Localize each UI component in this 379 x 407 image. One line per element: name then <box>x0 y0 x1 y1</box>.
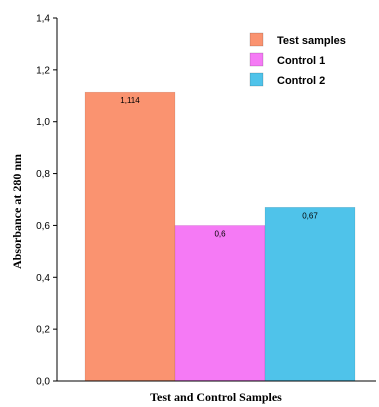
y-tick-label: 1,0 <box>36 117 50 128</box>
y-tick-label: 0,0 <box>36 377 50 388</box>
y-tick-label: 1,2 <box>36 65 50 76</box>
y-axis-ticks: 0,0 0,2 0,4 0,6 0,8 1,0 1,2 1,4 <box>36 14 57 388</box>
legend-label: Control 1 <box>277 55 325 67</box>
y-tick-label: 0,6 <box>36 221 50 232</box>
bar-value-labels: 1,114 0,6 0,67 <box>120 96 318 238</box>
bar-control-2 <box>264 207 356 382</box>
x-axis-title: Test and Control Samples <box>150 390 282 404</box>
y-tick-label: 0,8 <box>36 169 50 180</box>
bar-value-label: 0,67 <box>302 211 318 220</box>
legend-swatch <box>249 72 264 87</box>
legend-label: Test samples <box>277 35 346 47</box>
bar-value-label: 0,6 <box>214 229 226 238</box>
y-tick-label: 1,4 <box>36 14 50 25</box>
legend: Test samples Control 1 Control 2 <box>249 32 346 87</box>
bar-value-label: 1,114 <box>120 96 140 105</box>
y-tick-label: 0,4 <box>36 273 50 284</box>
bars <box>84 91 356 382</box>
y-axis-title: Absorbance at 280 nm <box>10 154 24 269</box>
bar-control-1 <box>174 225 266 382</box>
legend-swatch <box>249 32 264 47</box>
legend-swatch <box>249 52 264 67</box>
y-tick-label: 0,2 <box>36 325 50 336</box>
legend-label: Control 2 <box>277 75 325 87</box>
bar-test-samples <box>84 91 176 382</box>
